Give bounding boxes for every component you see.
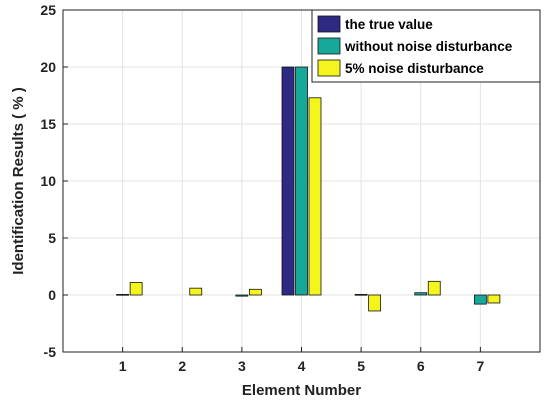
y-tick-label: 5 xyxy=(48,230,56,246)
bar-series2-element-6 xyxy=(414,292,428,296)
bar-series2-element-4 xyxy=(295,66,308,296)
bar-series2-element-5 xyxy=(354,294,368,296)
y-tick-label: 20 xyxy=(40,59,56,75)
x-tick-label: 3 xyxy=(238,358,246,374)
legend-label: 5% noise disturbance xyxy=(345,61,484,76)
bars xyxy=(116,66,501,312)
x-tick-label: 6 xyxy=(417,358,425,374)
bar-series2-element-1 xyxy=(116,294,130,296)
x-axis-title: Element Number xyxy=(242,382,361,399)
y-tick-label: 10 xyxy=(40,173,56,189)
y-tick-label: 15 xyxy=(40,116,56,132)
legend-label: without noise disturbance xyxy=(344,39,513,54)
x-tick-label: 4 xyxy=(298,358,306,374)
bar-series1-element-4 xyxy=(281,66,295,296)
bar-series2-element-3 xyxy=(235,294,249,297)
bar-series3-element-7 xyxy=(487,294,501,304)
x-tick-label: 7 xyxy=(476,358,484,374)
y-tick-label: 25 xyxy=(40,2,56,18)
x-tick-label: 5 xyxy=(357,358,365,374)
y-tick-label: 0 xyxy=(48,287,56,303)
bar-series3-element-6 xyxy=(427,280,441,296)
bar-series3-element-3 xyxy=(248,288,262,296)
x-tick-label: 2 xyxy=(178,358,186,374)
legend-box xyxy=(311,9,541,83)
legend-swatch xyxy=(317,59,341,77)
bar-series2-element-7 xyxy=(473,294,487,305)
legend-swatch xyxy=(317,15,341,33)
legend-label: the true value xyxy=(345,17,433,32)
legend-swatch xyxy=(317,37,341,55)
bar-series3-element-5 xyxy=(368,294,382,312)
bar-series3-element-4 xyxy=(308,97,322,296)
bar-series3-element-2 xyxy=(189,287,203,296)
tick-labels: -5 0 5 10 15 20 25 1 2 3 4 5 6 7 xyxy=(40,2,484,374)
x-tick-label: 1 xyxy=(119,358,127,374)
legend: the true value without noise disturbance 5… xyxy=(311,9,541,83)
y-axis-title: Identification Results ( % ) xyxy=(10,87,27,275)
y-tick-label: -5 xyxy=(44,344,57,360)
bar-series3-element-1 xyxy=(129,282,143,296)
